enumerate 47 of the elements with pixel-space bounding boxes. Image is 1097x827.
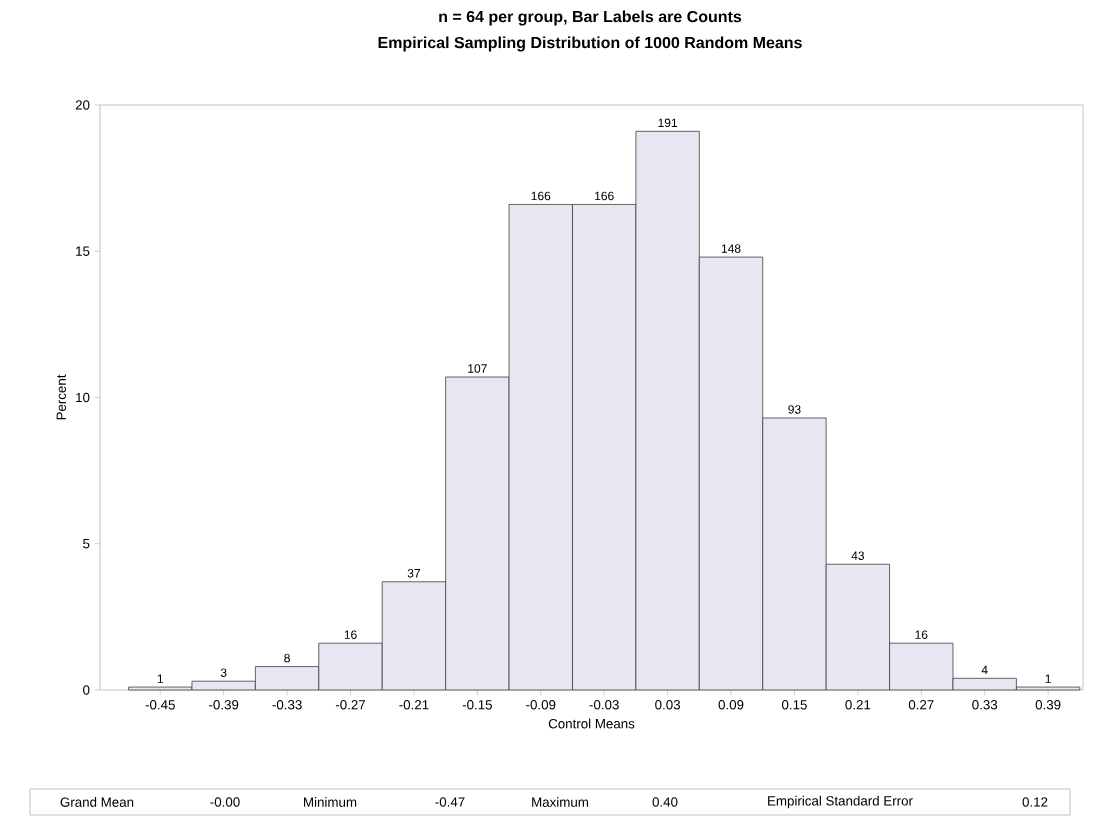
x-tick-label: 0.21: [845, 700, 871, 710]
text: 0.12: [1022, 797, 1048, 807]
annotation: 37: [407, 568, 420, 578]
annotation: 148: [721, 244, 741, 253]
annotation: 93: [788, 405, 801, 414]
x-tick-label: -0.09: [526, 700, 556, 710]
text: Minimum: [304, 797, 357, 807]
annotation: 107: [468, 364, 487, 373]
annotation: 43: [851, 551, 865, 560]
x-tick-label: -0.39: [209, 700, 239, 710]
x-tick-label: -0.15: [462, 700, 492, 710]
text: -0.47: [435, 797, 465, 807]
x-tick-label: 0.27: [908, 700, 934, 710]
x-tick-label: -0.03: [589, 700, 619, 710]
text: 0.40: [652, 797, 678, 807]
x-tick-label: 0.03: [655, 700, 680, 710]
y-tick-label: 15: [76, 246, 90, 256]
text: Maximum: [532, 797, 589, 807]
annotation: 1: [157, 674, 163, 683]
x-tick-label: -0.45: [145, 700, 175, 710]
y-axis-title: Percent: [56, 374, 66, 420]
x-axis-title: Control Means: [548, 718, 635, 729]
annotation: 1: [1045, 674, 1051, 683]
annotation: 4: [981, 665, 988, 675]
x-tick-label: 0.15: [781, 700, 807, 710]
x-tick-label: -0.33: [272, 700, 302, 710]
annotation: 8: [284, 653, 290, 663]
x-tick-label: -0.21: [399, 700, 429, 710]
y-tick-label: 0: [83, 685, 90, 695]
text: Grand Mean: [60, 797, 134, 807]
annotation: 166: [595, 191, 614, 201]
x-tick-label: -0.27: [335, 700, 366, 710]
y-tick-label: 5: [83, 539, 90, 549]
x-tick-label: 0.09: [718, 700, 744, 710]
x-tick-label: 0.39: [1035, 700, 1061, 710]
annotation: 16: [344, 630, 357, 639]
y-tick-label: 20: [75, 100, 90, 110]
chart-title: n = 64 per group, Bar Labels are Counts: [439, 10, 742, 26]
text: -0.00: [210, 797, 240, 807]
annotation: 191: [658, 118, 678, 128]
annotation: 3: [220, 668, 227, 677]
annotation: 16: [915, 630, 928, 639]
y-tick-label: 10: [76, 392, 90, 403]
text: Empirical Standard Error: [768, 795, 913, 809]
x-tick-label: 0.33: [972, 700, 998, 710]
annotation: 166: [531, 191, 551, 201]
chart-subtitle: Empirical Sampling Distribution of 1000 Random Means: [378, 36, 802, 52]
